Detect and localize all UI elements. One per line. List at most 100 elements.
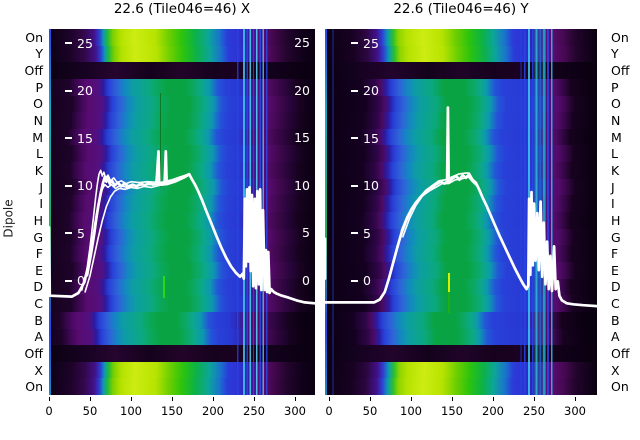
inner-y-tick-value: 5 [363,225,371,241]
colored-vline [163,276,165,298]
x-tick-label: 50 [362,404,378,418]
row-label: C [34,296,43,312]
x-tick-label: 200 [482,404,504,418]
tick-dash [65,184,72,187]
row-label: X [34,362,43,378]
x-tick-label: 100 [400,404,422,418]
row-label: I [39,196,43,212]
x-tick-mark [493,397,494,401]
inner-y-tick: 25 [351,35,379,51]
x-tick-mark [534,397,535,401]
inner-y-tick-value: 10 [77,178,93,193]
row-label: G [33,229,43,245]
inner-y-tick-value: 0 [77,273,85,288]
row-label: D [611,279,621,295]
row-label: L [36,146,43,162]
row-label: Off [24,63,43,79]
inner-y-tick-value: 5 [77,225,85,241]
row-label: Off [611,63,630,79]
tick-dash [351,279,358,282]
inner-y-tick-value: 20 [77,83,93,98]
row-label: Y [611,46,619,62]
right-panel-title: 22.6 (Tile046=46) Y [393,1,529,17]
row-label: Y [35,46,43,62]
inner-y-tick-value: 10 [363,178,379,193]
tick-dash [65,89,72,92]
colored-vline [447,292,450,313]
inner-y-tick-value: 20 [363,83,379,98]
overlay-trace [86,174,190,277]
row-label: L [611,146,618,162]
x-tick-label: 300 [564,404,586,418]
x-tick-mark [213,397,214,401]
x-tick-label: 0 [45,404,53,418]
vertical-stripes [325,29,597,395]
inner-y-tick-right: 5 [302,225,310,240]
x-tick-mark [411,397,412,401]
x-tick-label: 100 [120,404,142,418]
tick-dash [351,232,358,234]
row-label: B [611,312,620,328]
x-axis-right: 0 50 100 150 200 250 300 [325,395,597,425]
x-tick-mark [172,397,173,401]
tick-dash [351,89,358,92]
tick-dash [351,42,358,44]
row-label: On [25,29,43,45]
inner-y-tick: 15 [65,130,93,146]
heatmap-panel-y: 25 20 15 10 5 0 [325,29,597,395]
row-label: On [611,29,629,45]
row-label: G [611,229,621,245]
row-label: K [34,162,43,178]
inner-y-tick-value: 25 [363,35,379,51]
row-label: H [611,212,621,228]
inner-y-tick: 10 [351,178,379,194]
x-tick-mark [370,397,371,401]
x-tick-mark [49,397,50,401]
colored-vline [159,93,161,187]
tick-dash [65,137,72,139]
inner-y-tick-right: 25 [294,35,310,50]
row-label: On [25,379,43,395]
inner-y-tick-value: 15 [363,130,379,146]
tick-dash [65,42,72,44]
row-label: B [34,312,43,328]
tick-dash [351,137,358,139]
inner-y-tick-right: 0 [302,272,310,288]
inner-y-tick: 25 [65,35,93,51]
row-label: A [611,329,620,345]
x-tick-mark [575,397,576,401]
row-labels-right: On Y Off P O N M L K J I H G F E D C B A Off X On [611,29,640,395]
x-tick-mark [295,397,296,401]
row-label: F [35,246,43,262]
x-tick-mark [131,397,132,401]
overlay-line-plot [325,106,597,308]
row-label: K [611,162,620,178]
inner-y-tick: 15 [351,130,379,146]
x-tick-label: 0 [325,404,333,418]
x-tick-mark [254,397,255,401]
tick-dash [65,279,72,282]
overlay-line-plot [49,149,315,305]
heatmap-panel-x: 25 25 20 20 15 15 10 10 5 5 0 0 [49,29,315,395]
inner-y-tick-value: 15 [77,130,93,146]
x-tick-label: 250 [523,404,545,418]
left-panel-title: 22.6 (Tile046=46) X [113,1,251,17]
panel-edge-line [325,29,327,395]
x-tick-label: 250 [243,404,265,418]
row-label: On [611,379,629,395]
overlay-trace [49,149,315,305]
x-axis-left: 0 50 100 150 200 250 300 [45,395,315,425]
x-tick-label: 300 [284,404,306,418]
row-label: I [611,196,615,212]
row-label: N [611,113,621,129]
row-label: F [611,246,619,262]
row-label: X [611,362,620,378]
row-label: N [33,113,43,129]
row-label: Off [24,345,43,361]
row-label: H [33,212,43,228]
overlay-trace [325,106,597,308]
x-tick-mark [90,397,91,401]
inner-y-tick: 0 [351,273,371,289]
row-label: A [34,329,43,345]
